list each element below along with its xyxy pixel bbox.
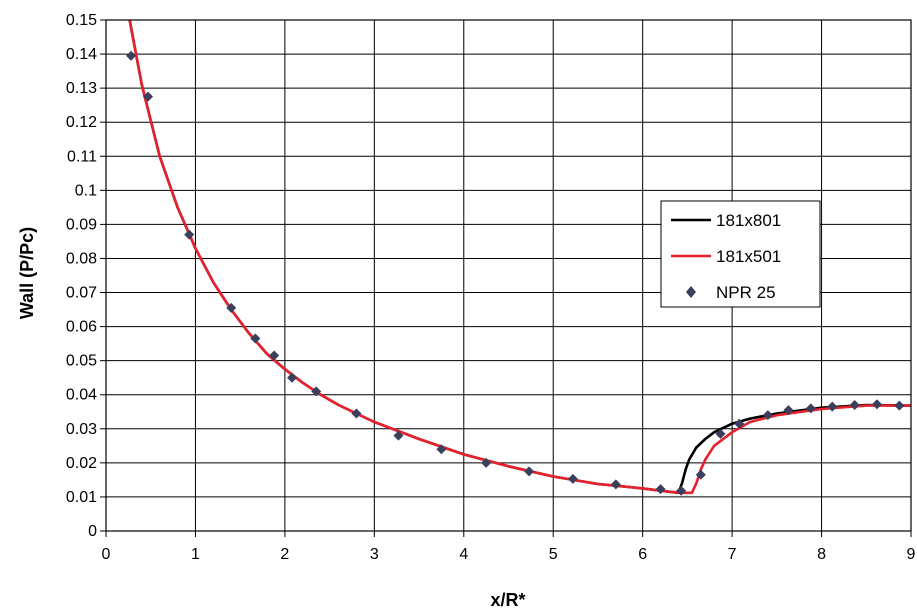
x-tick-label: 5 — [549, 546, 558, 563]
x-tick-label: 0 — [102, 546, 111, 563]
y-tick-labels: 0 0.01 0.02 0.03 0.04 0.05 0.06 0.07 0.08 0.09 0.1… — [66, 12, 106, 540]
data-point-npr-25 — [524, 466, 535, 477]
y-tick-label: 0.02 — [66, 455, 97, 472]
data-point-npr-25 — [894, 400, 905, 411]
data-point-npr-25 — [250, 333, 261, 344]
data-point-npr-25 — [143, 91, 154, 102]
data-point-npr-25 — [872, 399, 883, 410]
x-tick-label: 8 — [817, 546, 826, 563]
series-layer — [126, 20, 911, 496]
y-tick-label: 0.09 — [66, 216, 97, 233]
data-point-npr-25 — [269, 350, 280, 361]
data-point-npr-25 — [715, 428, 726, 439]
data-point-npr-25 — [184, 229, 195, 240]
y-tick-label: 0.03 — [66, 421, 97, 438]
x-tick-label: 4 — [459, 546, 468, 563]
y-tick-label: 0.13 — [66, 80, 97, 97]
data-point-npr-25 — [126, 50, 137, 61]
legend-box — [660, 200, 821, 308]
legend-label-181x501: 181x501 — [716, 247, 781, 266]
y-tick-label: 0.08 — [66, 250, 97, 267]
data-point-npr-25 — [734, 418, 745, 429]
grid-lines — [105, 19, 912, 532]
x-axis-title: x/R* — [490, 590, 525, 610]
y-tick-label: 0.15 — [66, 12, 97, 29]
data-point-npr-25 — [783, 405, 794, 416]
legend: 181x801 181x501 NPR 25 — [660, 200, 821, 308]
data-point-npr-25 — [311, 386, 322, 397]
y-tick-label: 0.14 — [66, 46, 97, 63]
plot-frame — [105, 19, 912, 532]
legend-marker-npr-25 — [686, 286, 696, 298]
y-tick-label: 0.11 — [67, 148, 97, 165]
y-tick-label: 0.01 — [66, 489, 97, 506]
data-point-npr-25 — [610, 479, 621, 490]
data-point-npr-25 — [351, 408, 362, 419]
x-tick-label: 9 — [907, 546, 916, 563]
x-tick-label: 1 — [191, 546, 200, 563]
legend-label-181x801: 181x801 — [716, 211, 781, 230]
data-point-npr-25 — [436, 444, 447, 455]
data-point-npr-25 — [849, 399, 860, 410]
data-point-npr-25 — [695, 469, 706, 480]
x-tick-labels: 0 1 2 3 4 5 6 7 8 9 — [102, 531, 916, 563]
data-point-npr-25 — [393, 430, 404, 441]
y-tick-label: 0.1 — [75, 182, 97, 199]
legend-label-npr-25: NPR 25 — [716, 283, 776, 302]
y-axis-title: Wall (P/Pc) — [17, 227, 37, 319]
x-tick-label: 6 — [638, 546, 647, 563]
data-point-npr-25 — [655, 484, 666, 495]
y-tick-label: 0.04 — [66, 387, 97, 404]
x-tick-label: 3 — [370, 546, 379, 563]
data-point-npr-25 — [567, 473, 578, 484]
y-tick-label: 0.12 — [66, 114, 97, 131]
data-point-npr-25 — [676, 485, 687, 496]
data-point-npr-25 — [805, 403, 816, 414]
y-tick-label: 0.05 — [66, 353, 97, 370]
data-point-npr-25 — [827, 401, 838, 412]
data-point-npr-25 — [481, 457, 492, 468]
x-tick-label: 7 — [728, 546, 737, 563]
y-tick-label: 0.07 — [66, 285, 97, 302]
data-point-npr-25 — [226, 302, 237, 313]
y-tick-label: 0 — [88, 523, 97, 540]
x-tick-label: 2 — [280, 546, 289, 563]
y-tick-label: 0.06 — [66, 319, 97, 336]
data-point-npr-25 — [762, 410, 773, 421]
data-point-npr-25 — [287, 372, 298, 383]
